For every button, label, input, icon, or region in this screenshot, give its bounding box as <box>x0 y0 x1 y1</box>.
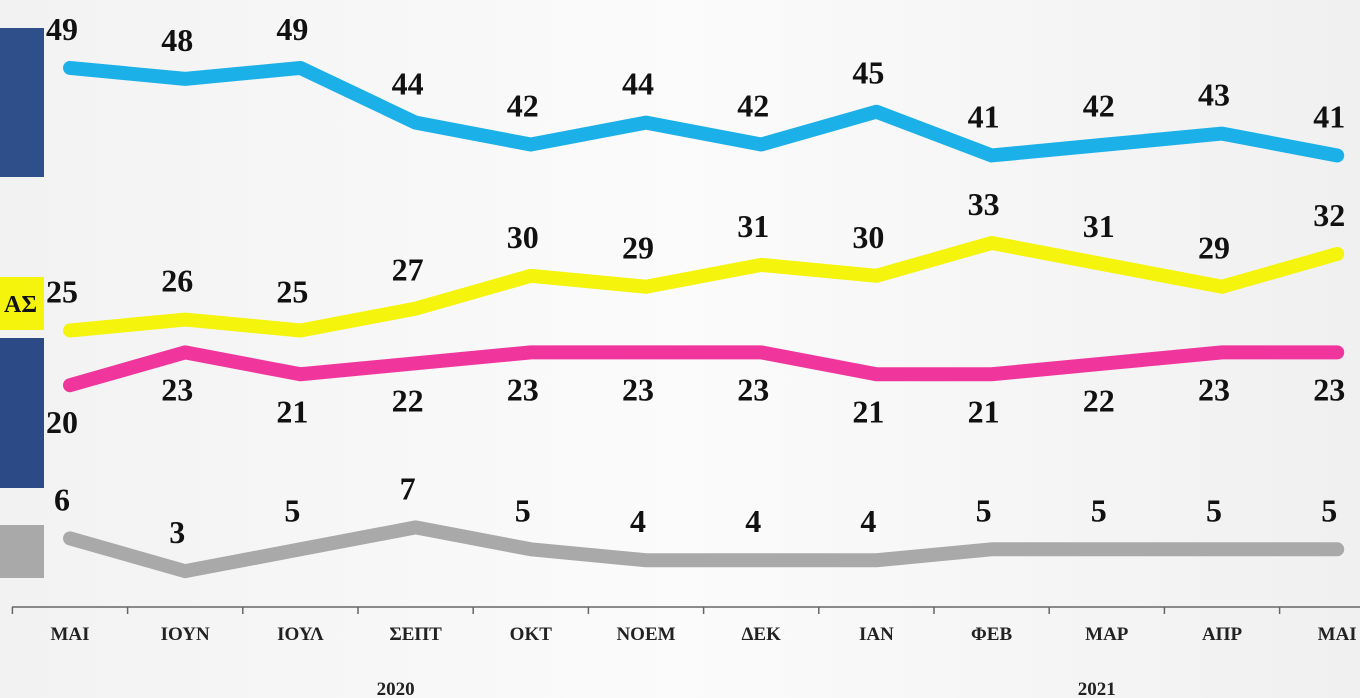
value-label: 5 <box>1091 492 1107 528</box>
value-label: 23 <box>737 371 769 407</box>
value-label: 5 <box>515 492 531 528</box>
value-label: 32 <box>1313 197 1345 233</box>
series-line <box>63 60 1345 163</box>
x-tick-label: ΦΕΒ <box>971 624 1012 645</box>
x-tick-label: ΜΑΙ <box>1318 624 1357 645</box>
value-label: 21 <box>276 393 308 429</box>
value-label: 25 <box>276 274 308 310</box>
year-label: 2021 <box>1078 679 1116 698</box>
party-tag-label: ΑΣ <box>4 292 37 318</box>
x-tick-label: ΙΑΝ <box>859 624 894 645</box>
x-tick-label: ΜΑΡ <box>1085 624 1129 645</box>
value-label: 5 <box>976 492 992 528</box>
value-label: 43 <box>1198 77 1230 113</box>
value-label: 49 <box>276 11 308 47</box>
value-label: 23 <box>1198 371 1230 407</box>
x-tick-label: ΣΕΠΤ <box>389 624 442 645</box>
value-label: 31 <box>737 208 769 244</box>
value-label: 48 <box>161 22 193 58</box>
value-label: 22 <box>1083 382 1115 418</box>
value-label: 4 <box>745 503 761 539</box>
value-label: 42 <box>507 88 539 124</box>
value-label: 23 <box>622 371 654 407</box>
party-tag <box>0 277 44 330</box>
value-label: 3 <box>169 514 185 550</box>
value-label: 42 <box>737 88 769 124</box>
value-label: 4 <box>860 503 876 539</box>
value-label: 5 <box>1206 492 1222 528</box>
value-label: 23 <box>161 371 193 407</box>
series-line <box>63 345 1345 393</box>
value-label: 7 <box>400 470 416 506</box>
party-tag <box>0 525 44 578</box>
x-tick-label: ΔΕΚ <box>742 624 782 645</box>
value-label: 6 <box>54 481 70 517</box>
value-label: 20 <box>46 404 78 440</box>
value-label: 26 <box>161 263 193 299</box>
value-label: 4 <box>630 503 646 539</box>
value-label: 21 <box>968 393 1000 429</box>
value-label: 30 <box>507 219 539 255</box>
x-tick-label: ΑΠΡ <box>1202 624 1243 645</box>
series-line <box>63 520 1345 579</box>
value-label: 22 <box>392 382 424 418</box>
value-label: 44 <box>392 66 424 102</box>
value-label: 31 <box>1083 208 1115 244</box>
value-label: 44 <box>622 66 654 102</box>
value-label: 29 <box>1198 230 1230 266</box>
value-label: 5 <box>1321 492 1337 528</box>
series-line <box>63 235 1345 338</box>
x-tick-label: ΜΑΙ <box>50 624 89 645</box>
x-tick-label: ΟΚΤ <box>510 624 553 645</box>
value-label: 49 <box>46 11 78 47</box>
value-label: 41 <box>1313 98 1345 134</box>
x-tick-label: ΙΟΥΛ <box>277 624 324 645</box>
value-label: 41 <box>968 98 1000 134</box>
value-label: 21 <box>852 393 884 429</box>
year-label: 2020 <box>377 679 415 698</box>
value-label: 30 <box>852 219 884 255</box>
value-label: 42 <box>1083 88 1115 124</box>
value-label: 25 <box>46 274 78 310</box>
value-label: 23 <box>507 371 539 407</box>
photo <box>0 28 44 177</box>
x-tick-label: ΙΟΥΝ <box>161 624 210 645</box>
x-tick-label: ΝΟΕΜ <box>616 624 675 645</box>
value-label: 45 <box>852 55 884 91</box>
photo <box>0 338 44 488</box>
value-label: 5 <box>284 492 300 528</box>
value-label: 29 <box>622 230 654 266</box>
value-label: 27 <box>392 252 424 288</box>
value-label: 23 <box>1313 371 1345 407</box>
value-label: 33 <box>968 186 1000 222</box>
